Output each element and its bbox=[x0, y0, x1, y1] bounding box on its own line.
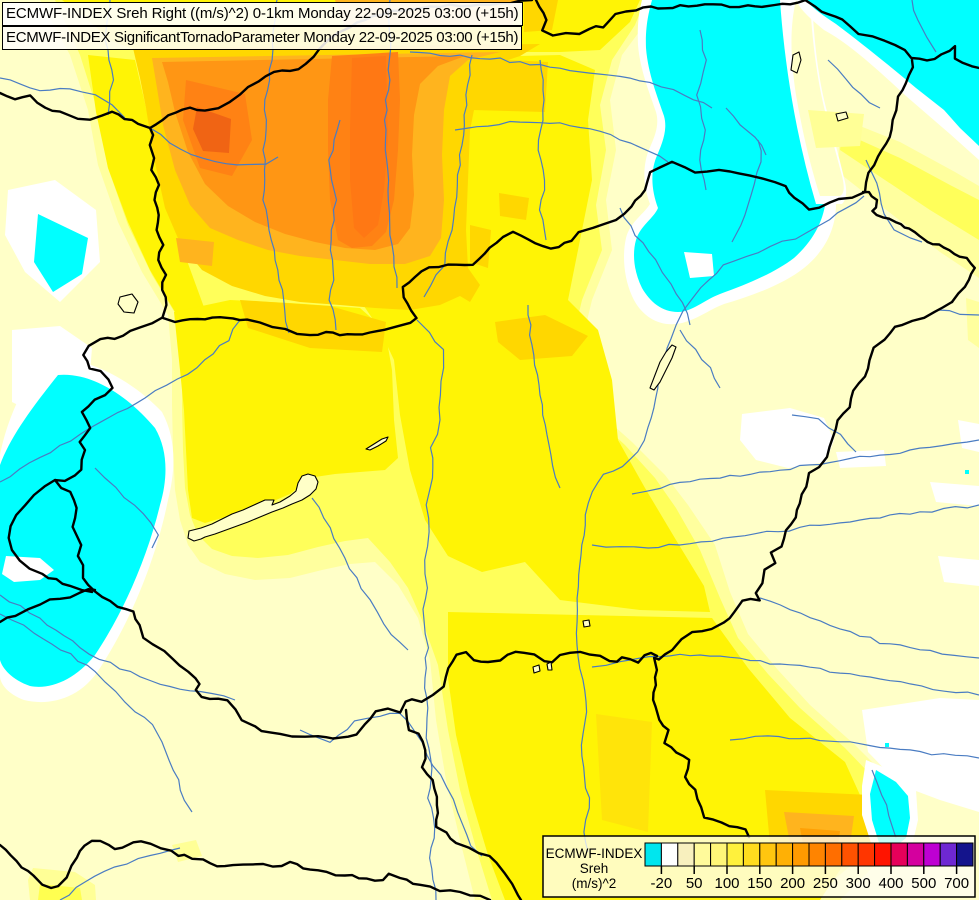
svg-text:(m/s)^2: (m/s)^2 bbox=[572, 876, 617, 891]
svg-text:400: 400 bbox=[878, 875, 903, 892]
svg-text:150: 150 bbox=[747, 875, 772, 892]
svg-text:500: 500 bbox=[911, 875, 936, 892]
svg-text:50: 50 bbox=[686, 875, 703, 892]
svg-text:300: 300 bbox=[846, 875, 871, 892]
svg-text:-20: -20 bbox=[651, 875, 673, 892]
svg-text:700: 700 bbox=[944, 875, 969, 892]
svg-text:200: 200 bbox=[780, 875, 805, 892]
svg-text:Sreh: Sreh bbox=[580, 861, 609, 876]
svg-text:100: 100 bbox=[714, 875, 739, 892]
svg-text:250: 250 bbox=[813, 875, 838, 892]
svg-text:ECMWF-INDEX: ECMWF-INDEX bbox=[546, 846, 643, 861]
